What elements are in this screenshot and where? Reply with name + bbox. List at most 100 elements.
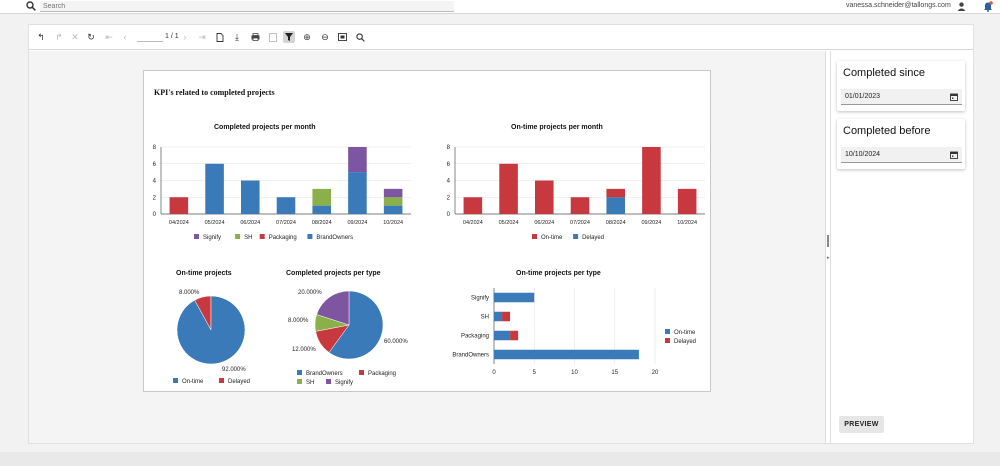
download-icon[interactable]: ⤓ (235, 31, 239, 42)
bar (677, 188, 697, 214)
y-tick-label: 4 (153, 179, 157, 185)
chart-title: On-time projects per type (516, 270, 601, 277)
x-tick-label: 10 (571, 370, 578, 376)
x-tick-label: 08/2024 (312, 220, 332, 226)
legend-swatch (194, 234, 199, 239)
panel-splitter[interactable]: ▸ (825, 51, 831, 443)
preview-button[interactable]: PREVIEW (839, 416, 884, 433)
search-icon[interactable] (26, 1, 36, 11)
chart-title: On-time projects (176, 270, 232, 277)
bar (312, 188, 331, 206)
report-toolbar: ↰ ↱ ✕ ↻ ⇤ ‹ 1 / 1 › ⇥ ⤓ ⊕ ⊖ (29, 25, 973, 50)
prev-page-icon[interactable]: ‹ (123, 32, 127, 42)
filter-icon[interactable] (283, 31, 295, 43)
top-bar: vanessa.schneider@tallongs.com (0, 0, 1000, 14)
legend-label: Signify (203, 235, 221, 241)
y-tick-label: Packaging (461, 334, 489, 340)
bar (383, 188, 403, 198)
zoom-in-icon[interactable]: ⊕ (303, 31, 311, 42)
zoom-out-icon[interactable]: ⊖ (321, 31, 329, 42)
chart-title: On-time projects per month (511, 124, 603, 131)
completed-since-title: Completed since (843, 67, 925, 79)
bar (463, 197, 483, 214)
bar (494, 330, 511, 341)
bar (570, 197, 590, 214)
bar (348, 172, 367, 214)
y-tick-label: SH (481, 315, 489, 321)
notification-bell-icon[interactable] (983, 1, 993, 12)
bar (312, 205, 331, 214)
first-page-icon[interactable]: ⇤ (105, 31, 113, 42)
legend-swatch (532, 234, 537, 239)
search-input[interactable] (40, 1, 454, 12)
y-tick-label: 8 (447, 145, 451, 151)
legend-label: Packaging (269, 235, 297, 241)
last-page-icon[interactable]: ⇥ (198, 31, 206, 42)
y-tick-label: 0 (153, 212, 157, 218)
refresh-icon[interactable]: ↻ (87, 31, 95, 42)
legend-label: SH (306, 380, 314, 386)
legend-swatch (259, 234, 265, 239)
completed-before-value: 10/10/2024 (845, 151, 881, 158)
fit-page-icon[interactable] (336, 31, 348, 43)
bar (169, 197, 189, 214)
page-number-input[interactable] (137, 32, 163, 42)
bar (499, 163, 518, 214)
x-tick-label: 20 (652, 370, 659, 376)
x-tick-label: 06/2024 (240, 220, 260, 226)
completed-since-date-field[interactable]: 01/01/2023 (841, 89, 962, 105)
search-report-icon[interactable] (354, 31, 366, 43)
x-tick-label: 06/2024 (534, 220, 554, 226)
page-indicator: 1 / 1 (165, 33, 179, 40)
legend-label: BrandOwners (316, 235, 353, 241)
bar (241, 180, 260, 214)
print-icon[interactable] (249, 31, 261, 43)
slice-label: 20.000% (298, 290, 322, 296)
bar (494, 349, 639, 360)
next-page-icon[interactable]: › (183, 32, 187, 42)
legend-label: SH (244, 235, 252, 241)
report-viewer-frame: ↰ ↱ ✕ ↻ ⇤ ‹ 1 / 1 › ⇥ ⤓ ⊕ ⊖ KPI's relate… (28, 24, 974, 444)
completed-before-date-field[interactable]: 10/10/2024 (841, 147, 962, 163)
slice-label: 92.000% (222, 367, 246, 373)
bar (606, 197, 625, 214)
y-tick-label: BrandOwners (452, 353, 489, 359)
back-icon[interactable]: ↰ (37, 31, 45, 42)
bar (510, 330, 519, 341)
legend-label: BrandOwners (306, 371, 343, 377)
x-tick-label: 10/2024 (677, 220, 697, 226)
x-tick-label: 15 (611, 370, 618, 376)
calendar-icon[interactable] (950, 151, 958, 159)
y-tick-label: 6 (153, 162, 157, 168)
forward-icon[interactable]: ↱ (55, 31, 63, 42)
bar (502, 311, 511, 322)
x-tick-label: 07/2024 (276, 220, 296, 226)
bar (383, 205, 403, 214)
slice-label: 8.000% (179, 290, 200, 296)
y-tick-label: 0 (447, 212, 451, 218)
legend-label: Signify (335, 380, 353, 386)
user-icon[interactable] (957, 2, 966, 11)
x-tick-label: 5 (533, 370, 537, 376)
y-tick-label: 2 (153, 195, 157, 201)
bar (494, 311, 503, 322)
calendar-icon[interactable] (950, 93, 958, 101)
layout-icon[interactable] (267, 31, 279, 43)
legend-label: On-time (541, 235, 563, 241)
legend-label: Delayed (674, 339, 696, 345)
completed-before-title: Completed before (843, 125, 931, 137)
new-document-icon[interactable] (214, 31, 226, 43)
bar (276, 197, 296, 214)
pie-slice (316, 290, 350, 326)
y-tick-label: Signify (471, 296, 489, 302)
x-tick-label: 04/2024 (169, 220, 189, 226)
legend-swatch (359, 370, 364, 375)
x-tick-label: 04/2024 (463, 220, 483, 226)
legend-swatch (326, 379, 331, 384)
close-icon[interactable]: ✕ (71, 31, 79, 42)
bar (383, 197, 403, 206)
chart-title: Completed projects per type (286, 270, 381, 277)
collapse-arrow-icon[interactable]: ▸ (827, 255, 830, 261)
legend-swatch (173, 378, 178, 383)
splitter-handle[interactable] (827, 235, 829, 247)
